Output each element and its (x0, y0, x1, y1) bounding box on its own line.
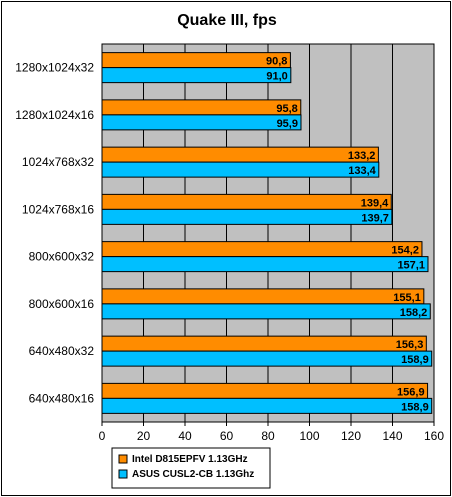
x-tick-label: 0 (99, 429, 106, 443)
x-axis: 0 20 40 60 80 100 120 140 160 (99, 422, 444, 443)
bar (101, 241, 423, 258)
category-label: 640x480x32 (29, 344, 95, 358)
bar-value-label: 158,2 (400, 307, 428, 319)
bar (101, 193, 392, 210)
legend-label: ASUS CUSL2-CB 1.13Ghz (132, 469, 254, 480)
legend: Intel D815EPFV 1.13GHz ASUS CUSL2-CB 1.13… (111, 447, 271, 489)
bar (101, 288, 425, 305)
chart-title: Quake III, fps (177, 12, 277, 29)
x-tick-label: 140 (382, 429, 402, 443)
bar-value-label: 91,0 (266, 71, 287, 83)
bar-value-label: 133,2 (348, 150, 376, 162)
category-label: 1024x768x32 (22, 155, 94, 169)
x-tick-label: 100 (299, 429, 319, 443)
bar-value-label: 158,9 (401, 401, 429, 413)
category-label: 800x600x16 (29, 297, 95, 311)
category-labels: 1280x1024x32 1280x1024x16 1024x768x32 1024x… (15, 61, 94, 406)
bar (101, 114, 302, 131)
x-tick-label: 60 (220, 429, 234, 443)
category-label: 640x480x16 (29, 391, 95, 405)
category-label: 1024x768x16 (22, 202, 94, 216)
bar (101, 67, 292, 84)
value-labels: 90,8 91,0 95,8 95,9 133,2 133,4 139,4 139,7 154,… (266, 56, 429, 414)
category-label: 1280x1024x16 (15, 108, 94, 122)
bar-value-label: 157,1 (397, 260, 425, 272)
x-tick-label: 20 (137, 429, 151, 443)
bar (101, 397, 433, 414)
bar-value-label: 95,9 (277, 118, 298, 130)
bar-value-label: 156,3 (396, 339, 424, 351)
x-tick-label: 120 (341, 429, 361, 443)
bar-value-label: 155,1 (393, 292, 421, 304)
bar (101, 382, 429, 399)
bars (101, 52, 433, 414)
bar (101, 52, 291, 69)
bar-value-label: 90,8 (266, 56, 287, 68)
bar-value-label: 154,2 (391, 245, 419, 257)
legend-swatch (118, 454, 128, 464)
category-label: 800x600x32 (29, 250, 95, 264)
bar (101, 335, 427, 352)
bar-value-label: 156,9 (397, 386, 425, 398)
x-tick-label: 160 (424, 429, 444, 443)
bar (101, 146, 379, 163)
legend-box (111, 447, 271, 489)
bar (101, 303, 431, 320)
bar-value-label: 158,9 (401, 354, 429, 366)
bar (101, 350, 433, 367)
bar-value-label: 139,4 (361, 197, 389, 209)
legend-label: Intel D815EPFV 1.13GHz (132, 454, 248, 465)
bar (101, 161, 380, 178)
bar (101, 208, 393, 225)
category-label: 1280x1024x32 (15, 61, 94, 75)
bar (101, 256, 429, 273)
legend-swatch (118, 469, 128, 479)
bar-value-label: 95,8 (276, 103, 297, 115)
x-tick-label: 40 (178, 429, 192, 443)
bar-value-label: 133,4 (348, 165, 376, 177)
bar-value-label: 139,7 (361, 212, 389, 224)
bar (101, 99, 302, 116)
x-tick-label: 80 (261, 429, 275, 443)
